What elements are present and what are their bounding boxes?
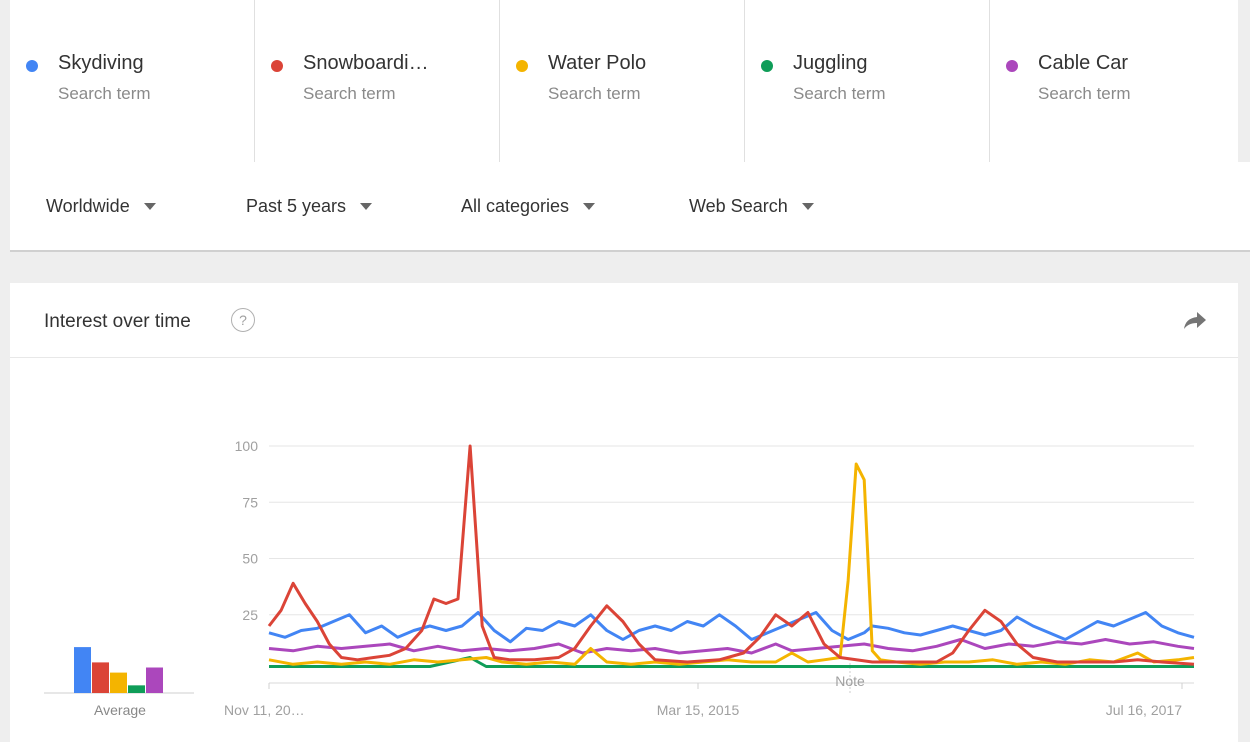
category-filter-label: All categories [461, 196, 570, 216]
y-tick-label: 75 [242, 494, 258, 510]
search-type-filter[interactable]: Web Search [689, 196, 814, 217]
y-tick-label: 50 [242, 551, 258, 567]
filters-bar: Worldwide Past 5 years All categories We… [10, 162, 1250, 252]
series-color-dot-icon [26, 60, 38, 72]
x-tick-label: Mar 15, 2015 [657, 702, 740, 718]
average-label: Average [94, 702, 146, 718]
series-line-water-polo [268, 462, 1195, 666]
search-term-name[interactable]: Skydiving [58, 52, 144, 74]
caret-down-icon [583, 203, 596, 210]
average-bar [128, 685, 145, 693]
annotation-note: Note [835, 673, 865, 689]
series-line-juggling [269, 656, 1194, 668]
search-term-type: Search term [548, 84, 641, 103]
series-line-skydiving [268, 611, 1195, 644]
caret-down-icon [143, 203, 156, 210]
caret-down-icon [360, 203, 373, 210]
search-term-4[interactable]: Juggling Search term [745, 0, 990, 162]
share-arrow-icon[interactable] [1183, 310, 1207, 330]
search-term-name[interactable]: Snowboardi… [303, 52, 429, 74]
series-color-dot-icon [761, 60, 773, 72]
series-line-cable-car [268, 638, 1195, 655]
interest-over-time-card: Interest over time ? 25 50 75 100 Nov 11, 20… [10, 283, 1238, 742]
search-term-type: Search term [303, 84, 396, 103]
search-term-1[interactable]: Skydiving Search term [10, 0, 255, 162]
search-terms-bar: Skydiving Search term Snowboardi… Search te… [10, 0, 1238, 163]
card-header: Interest over time ? [10, 283, 1238, 358]
series-color-dot-icon [271, 60, 283, 72]
caret-down-icon [801, 203, 814, 210]
average-bar [92, 662, 109, 693]
search-term-name[interactable]: Juggling [793, 52, 868, 74]
search-term-2[interactable]: Snowboardi… Search term [255, 0, 500, 162]
search-term-type: Search term [58, 84, 151, 103]
line-chart: 25 50 75 100 Nov 11, 20… Mar 15, 2015 Jul 16, … [44, 438, 1195, 718]
search-term-name[interactable]: Water Polo [548, 52, 647, 74]
search-term-type: Search term [1038, 84, 1131, 103]
card-title: Interest over time [44, 311, 191, 332]
search-term-5[interactable]: Cable Car Search term [990, 0, 1235, 162]
time-filter-label: Past 5 years [246, 196, 347, 216]
category-filter[interactable]: All categories [461, 196, 596, 217]
time-filter[interactable]: Past 5 years [246, 196, 373, 217]
y-tick-label: 100 [235, 438, 259, 454]
average-bar [74, 647, 91, 693]
region-filter-label: Worldwide [46, 196, 130, 216]
series-color-dot-icon [1006, 60, 1018, 72]
question-circle-icon[interactable]: ? [231, 308, 255, 332]
search-term-name[interactable]: Cable Car [1038, 52, 1129, 74]
search-type-filter-label: Web Search [689, 196, 788, 216]
search-term-type: Search term [793, 84, 886, 103]
series-color-dot-icon [516, 60, 528, 72]
average-bar [110, 672, 127, 693]
series-line-snowboarding [267, 444, 1195, 666]
search-term-3[interactable]: Water Polo Search term [500, 0, 745, 162]
region-filter[interactable]: Worldwide [46, 196, 156, 217]
average-bar [146, 667, 163, 693]
y-tick-label: 25 [242, 607, 258, 623]
x-tick-label: Jul 16, 2017 [1106, 702, 1182, 718]
x-tick-label: Nov 11, 20… [224, 702, 305, 718]
